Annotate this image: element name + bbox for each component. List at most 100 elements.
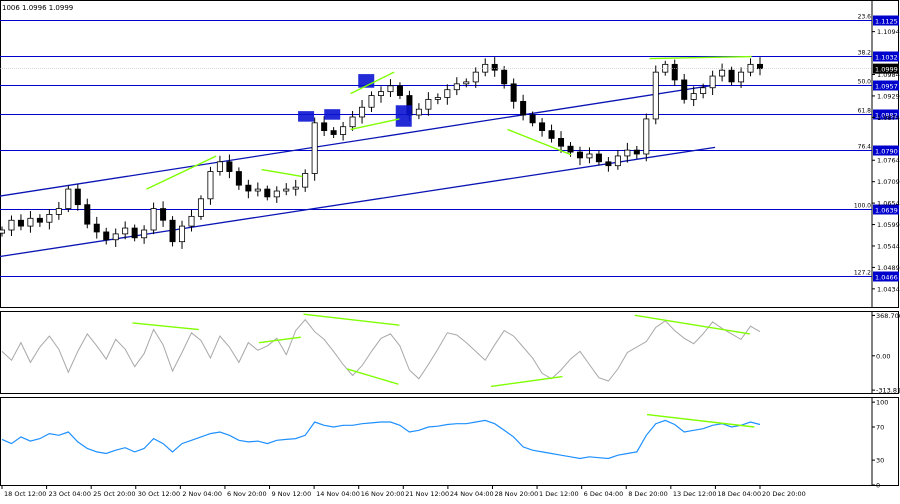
- candle-body: [577, 152, 582, 158]
- candle-body: [265, 189, 270, 197]
- time-tick-label: 1 Dec 12:00: [539, 490, 579, 498]
- candle-body: [663, 64, 668, 72]
- candle-body: [530, 115, 535, 123]
- candle-body: [634, 150, 639, 154]
- candle-body: [113, 234, 118, 240]
- candle-body: [719, 70, 724, 76]
- candle-body: [123, 228, 128, 234]
- candle-body: [416, 109, 421, 115]
- time-tick-label: 14 Nov 04:00: [316, 490, 360, 498]
- candle-body: [293, 187, 298, 189]
- candle-body: [132, 228, 137, 238]
- candle-body: [208, 172, 213, 199]
- candle-body: [521, 101, 526, 115]
- candle-body: [682, 80, 687, 99]
- candle-body: [151, 209, 156, 230]
- candle-body: [66, 189, 71, 208]
- rsi-tick-label: 0: [876, 482, 880, 490]
- candle-body: [568, 146, 573, 152]
- fib-level-label: 127.2: [854, 270, 871, 277]
- time-tick-label: 18 Oct 12:00: [4, 490, 46, 498]
- price-tick-label: 1.0654: [877, 200, 900, 208]
- candle-body: [464, 82, 469, 84]
- candle-body: [217, 162, 222, 172]
- candle-body: [615, 156, 620, 166]
- candle-body: [748, 64, 753, 72]
- time-tick-label: 21 Nov 12:00: [405, 490, 449, 498]
- candle-body: [331, 131, 336, 135]
- highlight-box: [396, 105, 412, 126]
- time-tick-label: 2 Nov 04:00: [182, 490, 222, 498]
- cci-panel: 368.7060.00-313.816: [1, 311, 900, 395]
- cci-tick-label: 368.706: [876, 312, 900, 320]
- candle-body: [587, 154, 592, 158]
- candle-body: [37, 218, 42, 222]
- candle-body: [227, 162, 232, 172]
- rsi-tick-label: 30: [876, 457, 884, 465]
- candle-body: [350, 117, 355, 127]
- price-tick-label: 1.0544: [877, 242, 900, 250]
- candle-body: [473, 72, 478, 82]
- fib-level-value-label: 1.0957: [875, 83, 898, 91]
- candle-body: [198, 199, 203, 217]
- fib-level-value-label: 1.0790: [875, 148, 898, 156]
- price-tick-label: 1.0709: [877, 178, 900, 186]
- fib-level-value-label: 1.0639: [875, 207, 898, 215]
- candle-body: [303, 173, 308, 187]
- candle-body: [691, 94, 696, 100]
- candle-body: [757, 64, 762, 68]
- price-tick-label: 1.0434: [877, 285, 900, 293]
- candle-body: [710, 76, 715, 88]
- highlight-box: [324, 109, 340, 120]
- current-price-label: 1.0999: [875, 66, 898, 74]
- candle-body: [189, 216, 194, 226]
- time-tick-label: 13 Dec 12:00: [673, 490, 717, 498]
- candle-body: [340, 127, 345, 135]
- candle-body: [426, 99, 431, 109]
- rsi-tick-label: 100: [876, 399, 888, 407]
- candle-body: [142, 230, 147, 238]
- fib-level-label: 100.0: [854, 203, 871, 210]
- candle-body: [359, 107, 364, 117]
- fib-level-label: 38.2: [858, 50, 872, 57]
- candle-body: [47, 214, 52, 222]
- candle-body: [492, 64, 497, 70]
- candle-body: [18, 220, 23, 226]
- fib-level-label: 50.0: [858, 79, 872, 86]
- candle-body: [85, 205, 90, 224]
- candle-body: [236, 172, 241, 186]
- candle-body: [388, 86, 393, 92]
- candle-body: [445, 90, 450, 98]
- candle-body: [94, 224, 99, 232]
- fib-level-label: 76.4: [858, 144, 872, 151]
- candle-body: [160, 209, 165, 221]
- candle-body: [274, 191, 279, 197]
- candle-body: [672, 64, 677, 80]
- candle-body: [397, 86, 402, 96]
- candle-body: [378, 92, 383, 96]
- candle-body: [738, 72, 743, 82]
- fib-level-label: 23.6: [858, 14, 872, 21]
- main-price-panel: 1006 1.0996 1.0999 23.61.112538.21.10325…: [0, 0, 900, 308]
- candle-body: [104, 232, 109, 240]
- candle-body: [28, 218, 33, 226]
- rsi-panel: 100 70 30 0: [1, 397, 899, 490]
- candle-body: [255, 189, 260, 191]
- rsi-tick-label: 70: [876, 424, 884, 432]
- time-tick-label: 6 Dec 04:00: [584, 490, 624, 498]
- candle-body: [312, 123, 317, 174]
- candle-body: [56, 209, 61, 215]
- candle-body: [9, 220, 14, 230]
- candle-body: [625, 150, 630, 156]
- header-readout: 1006 1.0996 1.0999: [2, 4, 73, 12]
- fib-level-value-label: 1.0466: [875, 274, 898, 282]
- time-tick-label: 18 Dec 04:00: [717, 490, 761, 498]
- candle-body: [539, 123, 544, 131]
- price-tick-label: 1.1094: [877, 28, 900, 36]
- candle-body: [701, 88, 706, 94]
- time-tick-label: 25 Oct 20:00: [93, 490, 135, 498]
- candle-body: [435, 97, 440, 99]
